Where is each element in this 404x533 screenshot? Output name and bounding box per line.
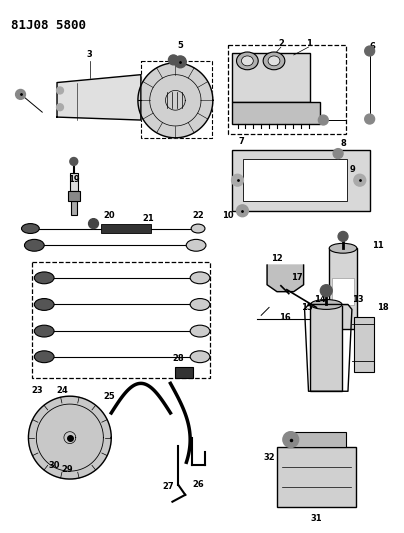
Text: 26: 26 <box>192 480 204 489</box>
Circle shape <box>231 174 244 186</box>
Text: 18: 18 <box>377 303 388 312</box>
Circle shape <box>283 432 299 448</box>
Bar <box>287 432 346 448</box>
Ellipse shape <box>242 56 253 66</box>
Text: 8: 8 <box>340 139 346 148</box>
Circle shape <box>365 46 375 56</box>
Bar <box>231 150 370 211</box>
Bar <box>329 248 357 329</box>
Bar <box>231 102 320 124</box>
Ellipse shape <box>329 244 357 253</box>
Ellipse shape <box>190 325 210 337</box>
Bar <box>70 173 78 191</box>
Text: 19: 19 <box>68 175 80 184</box>
Text: 14: 14 <box>314 295 326 304</box>
Circle shape <box>175 56 186 68</box>
Ellipse shape <box>34 351 54 362</box>
Ellipse shape <box>236 52 258 70</box>
Text: 25: 25 <box>103 392 115 401</box>
Bar <box>354 317 374 372</box>
Circle shape <box>57 87 63 94</box>
Text: 17: 17 <box>291 273 303 282</box>
Circle shape <box>318 115 328 125</box>
Ellipse shape <box>268 56 280 66</box>
Ellipse shape <box>21 224 39 233</box>
Circle shape <box>168 55 178 65</box>
Bar <box>175 367 193 378</box>
Ellipse shape <box>34 298 54 310</box>
Text: 13: 13 <box>352 295 364 304</box>
Text: 5: 5 <box>177 41 183 50</box>
Circle shape <box>57 104 63 111</box>
Circle shape <box>16 90 25 99</box>
Polygon shape <box>57 75 141 120</box>
Text: 20: 20 <box>103 211 115 220</box>
Text: 1: 1 <box>305 38 311 47</box>
Ellipse shape <box>25 239 44 251</box>
Bar <box>244 159 347 201</box>
Circle shape <box>365 114 375 124</box>
Bar <box>101 224 151 233</box>
Bar <box>332 278 354 305</box>
Bar <box>141 61 212 138</box>
Circle shape <box>320 285 332 296</box>
Ellipse shape <box>34 325 54 337</box>
Text: 3: 3 <box>87 51 93 60</box>
Text: 24: 24 <box>56 386 68 395</box>
Text: 32: 32 <box>263 453 275 462</box>
Ellipse shape <box>34 272 54 284</box>
Circle shape <box>338 231 348 241</box>
Ellipse shape <box>186 239 206 251</box>
Ellipse shape <box>190 298 210 310</box>
Text: 22: 22 <box>192 211 204 220</box>
Text: 12: 12 <box>271 254 283 263</box>
Ellipse shape <box>311 300 342 309</box>
Text: 23: 23 <box>32 386 43 395</box>
Text: 16: 16 <box>279 313 291 322</box>
Circle shape <box>333 149 343 158</box>
Circle shape <box>88 219 99 229</box>
Text: 31: 31 <box>311 514 322 523</box>
Text: 15: 15 <box>301 303 312 312</box>
Polygon shape <box>28 396 111 479</box>
Circle shape <box>70 158 78 165</box>
Bar <box>277 448 356 507</box>
Text: 28: 28 <box>173 354 184 363</box>
Text: 6: 6 <box>370 42 376 51</box>
Bar <box>68 191 80 201</box>
Text: 11: 11 <box>372 241 383 250</box>
Bar <box>227 45 346 134</box>
Circle shape <box>354 174 366 186</box>
Text: 7: 7 <box>239 137 244 146</box>
Ellipse shape <box>190 351 210 362</box>
Polygon shape <box>138 63 213 138</box>
Bar <box>32 262 210 378</box>
Bar <box>71 201 77 215</box>
Text: 2: 2 <box>278 38 284 47</box>
Ellipse shape <box>191 224 205 233</box>
Text: 29: 29 <box>61 465 73 474</box>
Text: 9: 9 <box>350 165 356 174</box>
Bar <box>311 304 342 391</box>
Text: 10: 10 <box>222 211 234 220</box>
Bar <box>231 53 311 102</box>
Ellipse shape <box>263 52 285 70</box>
Text: 27: 27 <box>163 482 174 491</box>
Ellipse shape <box>190 272 210 284</box>
Text: 30: 30 <box>48 461 60 470</box>
Circle shape <box>236 205 248 217</box>
Text: 21: 21 <box>143 214 155 223</box>
Polygon shape <box>267 265 303 292</box>
Text: 81J08 5800: 81J08 5800 <box>11 19 86 33</box>
